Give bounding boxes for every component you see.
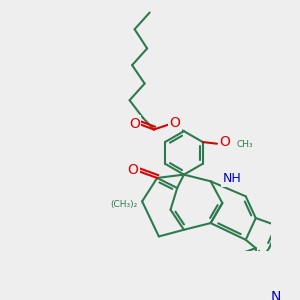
Text: O: O	[219, 135, 230, 149]
Text: CH₃: CH₃	[236, 140, 253, 149]
Text: (CH₃)₂: (CH₃)₂	[110, 200, 137, 209]
Text: O: O	[169, 116, 180, 130]
Text: N: N	[271, 290, 281, 300]
Text: O: O	[128, 163, 138, 177]
Text: O: O	[129, 117, 140, 131]
Text: NH: NH	[222, 172, 241, 185]
